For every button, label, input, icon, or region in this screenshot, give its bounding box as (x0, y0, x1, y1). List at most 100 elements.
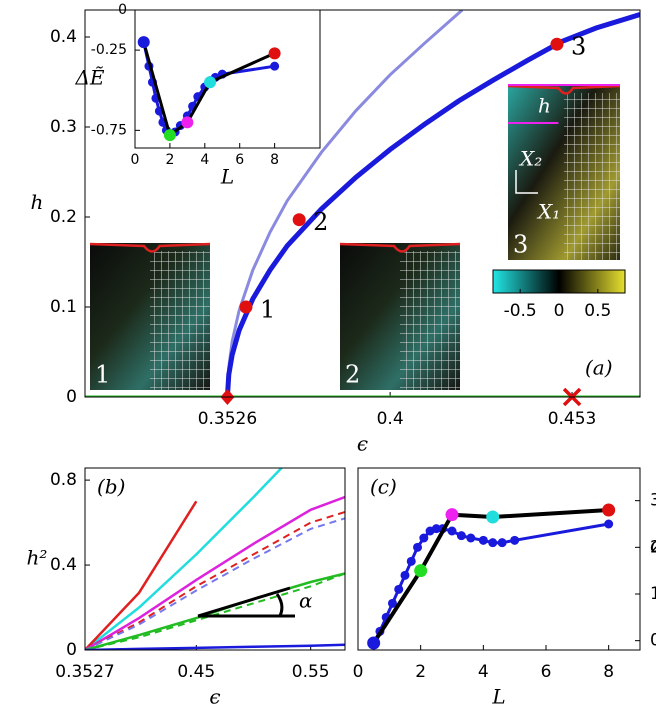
y-tick-label: 0.1 (50, 297, 77, 317)
x-tick-label: 0.45 (177, 662, 215, 682)
series-line (85, 517, 345, 650)
marker (602, 503, 616, 517)
angle-glyph (197, 586, 295, 618)
panel-label: (b) (97, 475, 125, 499)
y-tick-label: 3 (650, 491, 656, 511)
x-tick-label: 0.4 (377, 409, 404, 429)
x-tick-label: 0 (353, 662, 364, 682)
series-dot (497, 538, 507, 548)
point-label: 2 (313, 208, 328, 236)
marker (181, 116, 194, 129)
marker (268, 47, 281, 60)
image-annotation: X₂ (518, 147, 542, 171)
series-dot (604, 519, 614, 529)
series-line (85, 495, 345, 650)
axes-frame (84, 9, 641, 398)
y-tick-label: 0 (66, 640, 77, 660)
axes-frame (134, 9, 321, 149)
marker (239, 300, 253, 314)
angle-label: α (299, 589, 313, 613)
x-tick-label: 2 (415, 662, 426, 682)
x-tick-label: 8 (270, 152, 279, 168)
series-dot (394, 584, 404, 594)
series-line (85, 511, 345, 650)
inset-image: 3 h X₂ X₁ (507, 84, 621, 260)
y-tick-label: -0.75 (91, 122, 127, 138)
marker (292, 213, 306, 227)
y-tick-label: -0.25 (91, 42, 127, 58)
y-tick-label: 1 (650, 584, 656, 604)
x-axis-label: ϵ (357, 432, 368, 456)
marker (367, 636, 381, 650)
series-dot (387, 598, 397, 608)
colorbar-tick-label: 0 (554, 301, 565, 321)
y-axis-label: h (31, 190, 44, 214)
series-dot (413, 542, 423, 552)
x-axis-label: ϵ (209, 685, 220, 709)
series-group (85, 10, 640, 397)
x-tick-label: 8 (603, 662, 614, 682)
image-mesh (400, 251, 460, 390)
inset-plot: 0 2 4 6 8 0 -0.25 -0.75 L ΔẼ (74, 2, 321, 189)
y-tick-label: 0.8 (50, 470, 77, 490)
y-axis-label: α (650, 533, 656, 557)
series-dot (419, 533, 429, 543)
point-label: 3 (571, 33, 586, 61)
inset-background (135, 10, 320, 148)
image-label: 1 (95, 361, 110, 389)
y-tick-label: 0.4 (50, 27, 77, 47)
y-axis-label: ΔẼ (74, 66, 104, 90)
y-axis-label: h² (27, 546, 48, 570)
x-axis-label: L (491, 685, 505, 709)
panel-label: (a) (585, 356, 613, 380)
image-surface (89, 242, 211, 253)
x-tick-label: 0.3527 (55, 662, 114, 682)
series-dot (270, 61, 280, 71)
inset-image: 2 (339, 242, 461, 390)
series-line (85, 468, 284, 650)
colorbar-tick-label: 0.5 (584, 301, 611, 321)
marker (414, 564, 428, 578)
series-line (85, 500, 198, 650)
image-label: 2 (345, 361, 360, 389)
y-tick-label: 0.2 (50, 207, 77, 227)
marker (550, 37, 564, 51)
colorbar-tick-label: -0.5 (504, 301, 537, 321)
axes-glyph (515, 170, 538, 194)
series-dot (406, 556, 416, 566)
series-line (224, 12, 640, 397)
series-dot (431, 524, 441, 534)
panel: 0.3527 0.45 0.55 0 0.4 0.8 ϵ h² (b) α (27, 467, 346, 709)
point-label: 1 (260, 296, 275, 324)
series-group (369, 508, 614, 648)
x-tick-label: 4 (478, 662, 489, 682)
x-tick-label: 0.3526 (198, 409, 257, 429)
series-dot (400, 570, 410, 580)
series-dot (478, 535, 488, 545)
image-annotation: h (538, 94, 551, 118)
image-annotation: X₁ (536, 200, 560, 224)
marker (163, 129, 176, 142)
series-dot (510, 535, 520, 545)
y-tick-label: 0.3 (50, 117, 77, 137)
series-line (85, 643, 345, 650)
x-tick-label: 6 (235, 152, 244, 168)
y-tick-label: 0 (118, 2, 127, 18)
y-tick-label: 2 (650, 537, 656, 557)
series-dot (447, 526, 457, 536)
marker (137, 36, 150, 49)
x-tick-label: 4 (200, 152, 209, 168)
x-tick-label: 0 (131, 152, 140, 168)
series-group (85, 468, 345, 650)
series-line (225, 10, 464, 397)
x-axis-label: L (220, 165, 234, 189)
image-mesh (564, 93, 620, 260)
image-surface (339, 242, 461, 253)
panel-label: (c) (370, 475, 397, 499)
panel: 0 2 4 6 8 0 1 2 3 Lα (c) (353, 467, 656, 709)
series-line (85, 572, 345, 650)
marker (204, 76, 217, 89)
image-surface (507, 84, 621, 95)
marker (486, 510, 500, 524)
